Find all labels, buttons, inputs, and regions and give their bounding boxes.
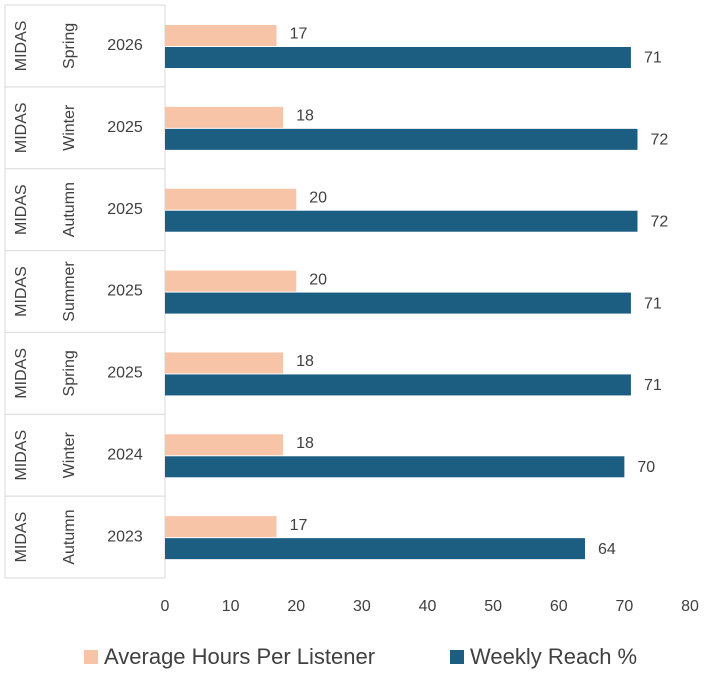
data-label: 71 <box>644 377 662 394</box>
bar <box>165 352 284 374</box>
x-tick-label: 70 <box>615 598 633 615</box>
category-label: 2026 <box>107 37 143 54</box>
bar <box>165 210 638 232</box>
category-label: 2025 <box>107 119 143 136</box>
category-label: MIDAS <box>13 102 30 153</box>
category-label: Autumn <box>61 182 78 237</box>
category-label: Summer <box>61 261 78 322</box>
category-label: 2025 <box>107 201 143 218</box>
legend-label: Average Hours Per Listener <box>104 644 375 669</box>
x-tick-label: 0 <box>161 598 170 615</box>
data-label: 18 <box>296 435 314 452</box>
bar <box>165 516 277 538</box>
data-label: 17 <box>290 517 308 534</box>
category-label: MIDAS <box>13 21 30 72</box>
bar <box>165 538 585 560</box>
category-label: MIDAS <box>13 266 30 317</box>
bar <box>165 188 297 210</box>
legend-swatch <box>84 650 98 664</box>
data-label: 18 <box>296 353 314 370</box>
data-label: 71 <box>644 295 662 312</box>
category-label: MIDAS <box>13 430 30 481</box>
category-label: 2025 <box>107 283 143 300</box>
category-label: Winter <box>61 431 78 478</box>
x-tick-label: 10 <box>222 598 240 615</box>
bar <box>165 270 297 292</box>
legend-swatch <box>450 650 464 664</box>
x-tick-label: 60 <box>550 598 568 615</box>
category-label: MIDAS <box>13 512 30 563</box>
bar <box>165 374 631 396</box>
data-label: 72 <box>651 213 669 230</box>
category-label: 2025 <box>107 365 143 382</box>
x-tick-label: 40 <box>419 598 437 615</box>
category-label: Autumn <box>61 510 78 565</box>
data-label: 64 <box>598 541 616 558</box>
data-label: 20 <box>309 271 327 288</box>
x-tick-label: 50 <box>484 598 502 615</box>
data-label: 70 <box>637 459 655 476</box>
category-label: 2024 <box>107 446 143 463</box>
category-label: 2023 <box>107 528 143 545</box>
bar <box>165 128 638 150</box>
x-tick-label: 30 <box>353 598 371 615</box>
legend-label: Weekly Reach % <box>470 644 637 669</box>
category-label: MIDAS <box>13 348 30 399</box>
category-label: Winter <box>61 104 78 151</box>
bar <box>165 25 277 46</box>
category-label: Spring <box>61 350 78 396</box>
data-label: 18 <box>296 108 314 125</box>
bar <box>165 106 284 128</box>
data-label: 17 <box>290 26 308 43</box>
data-label: 71 <box>644 50 662 67</box>
category-label: MIDAS <box>13 184 30 235</box>
bar <box>165 456 625 478</box>
bar <box>165 434 284 456</box>
x-tick-label: 20 <box>287 598 305 615</box>
data-label: 72 <box>651 132 669 149</box>
x-tick-label: 80 <box>681 598 699 615</box>
bar <box>165 292 631 314</box>
data-label: 20 <box>309 189 327 206</box>
bar <box>165 47 631 68</box>
category-label: Spring <box>61 23 78 69</box>
